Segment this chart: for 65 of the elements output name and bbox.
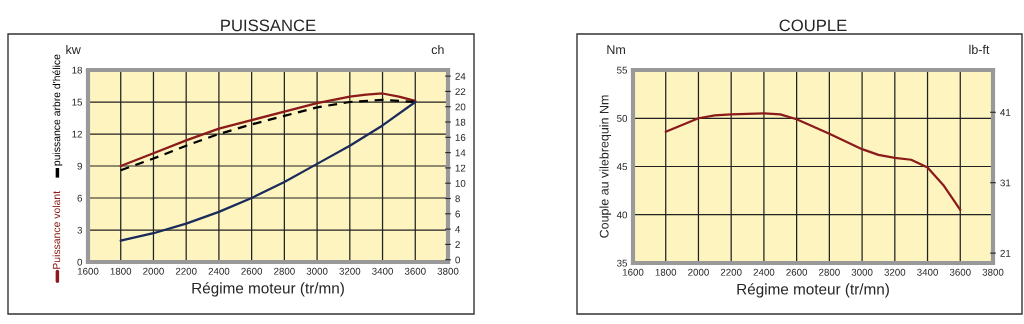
chart-title: PUISSANCE	[221, 19, 316, 32]
y-tick-label: 35	[617, 259, 628, 267]
y2-tick-label: 6	[455, 210, 460, 218]
x-tick-label: 2200	[720, 268, 742, 276]
x-tick-label: 2600	[786, 268, 808, 276]
y2-tick-label: 10	[455, 179, 466, 187]
x-tick-label: 2800	[274, 267, 295, 275]
y2-tick-label: 12	[455, 164, 466, 172]
y2-tick-label: 2	[455, 241, 460, 248]
x-tick-label: 3400	[372, 267, 393, 275]
y-tick-label: 55	[617, 66, 628, 74]
y-tick-label: 9	[77, 162, 82, 170]
y-tick-label: 45	[616, 163, 628, 171]
y2-tick-label: 22	[455, 88, 466, 95]
x-tick-label: 1600	[622, 268, 644, 276]
x-tick-label: 3200	[339, 267, 361, 275]
x-tick-label: 3000	[851, 268, 873, 276]
x-tick-label: 2000	[688, 268, 709, 276]
y2-axis-title: lb-ft	[969, 44, 990, 55]
x-tick-label: 2000	[143, 267, 164, 275]
y-tick-label: 3	[77, 226, 83, 234]
y-axis-title: Couple au vilebrequin Nm	[599, 95, 612, 238]
y-tick-label: 15	[72, 98, 83, 106]
text: puissance arbre d'hélice	[52, 54, 63, 166]
line-series	[664, 112, 962, 212]
y-tick-label: 12	[72, 130, 82, 138]
y2-tick-label: 4	[455, 225, 461, 233]
x-tick-label: 1800	[655, 268, 677, 276]
x-tick-label: 3600	[949, 268, 971, 276]
x-tick-label: 2200	[175, 267, 197, 275]
text: Nm	[607, 45, 625, 54]
text: Puissance volant	[52, 191, 61, 269]
x-tick-label: 2400	[753, 268, 775, 276]
line-series	[119, 100, 417, 242]
y2-tick-label: 20	[455, 103, 466, 111]
y2-tick-label: 18	[455, 118, 466, 126]
x-tick-label: 1800	[110, 267, 132, 275]
y-tick-label: 0	[77, 258, 83, 266]
y2-tick-label: 41	[1000, 109, 1011, 116]
y-tick-label: 6	[77, 194, 83, 202]
text: kw	[66, 44, 81, 54]
x-tick-label: 3800	[982, 268, 1004, 276]
y-tick-label: 18	[72, 66, 83, 74]
y2-tick-label: 8	[455, 195, 460, 203]
y2-axis-title: ch	[431, 44, 444, 55]
y2-tick-label: 0	[455, 256, 460, 264]
x-tick-label: 3200	[884, 268, 906, 276]
y2-tick-label: 14	[455, 149, 466, 157]
y-tick-label: 40	[616, 211, 628, 219]
y2-tick-label: 21	[1000, 249, 1011, 257]
x-tick-label: 3400	[917, 268, 938, 276]
x-axis-title: Régime moteur (tr/mn)	[737, 283, 889, 298]
y2-tick-label: 16	[455, 134, 466, 141]
chart-title: COUPLE	[779, 19, 847, 32]
y2-tick-label: 31	[1000, 179, 1011, 187]
x-tick-label: 2400	[208, 267, 230, 275]
x-tick-label: 1600	[77, 267, 99, 275]
x-tick-label: 3000	[306, 267, 328, 275]
x-tick-label: 2600	[241, 267, 263, 275]
x-axis-title: Régime moteur (tr/mn)	[192, 282, 344, 297]
x-tick-label: 3600	[404, 267, 426, 275]
x-tick-label: 2800	[819, 268, 840, 276]
x-tick-label: 3800	[437, 267, 459, 275]
y2-tick-label: 24	[455, 72, 466, 80]
y-tick-label: 50	[617, 114, 628, 122]
